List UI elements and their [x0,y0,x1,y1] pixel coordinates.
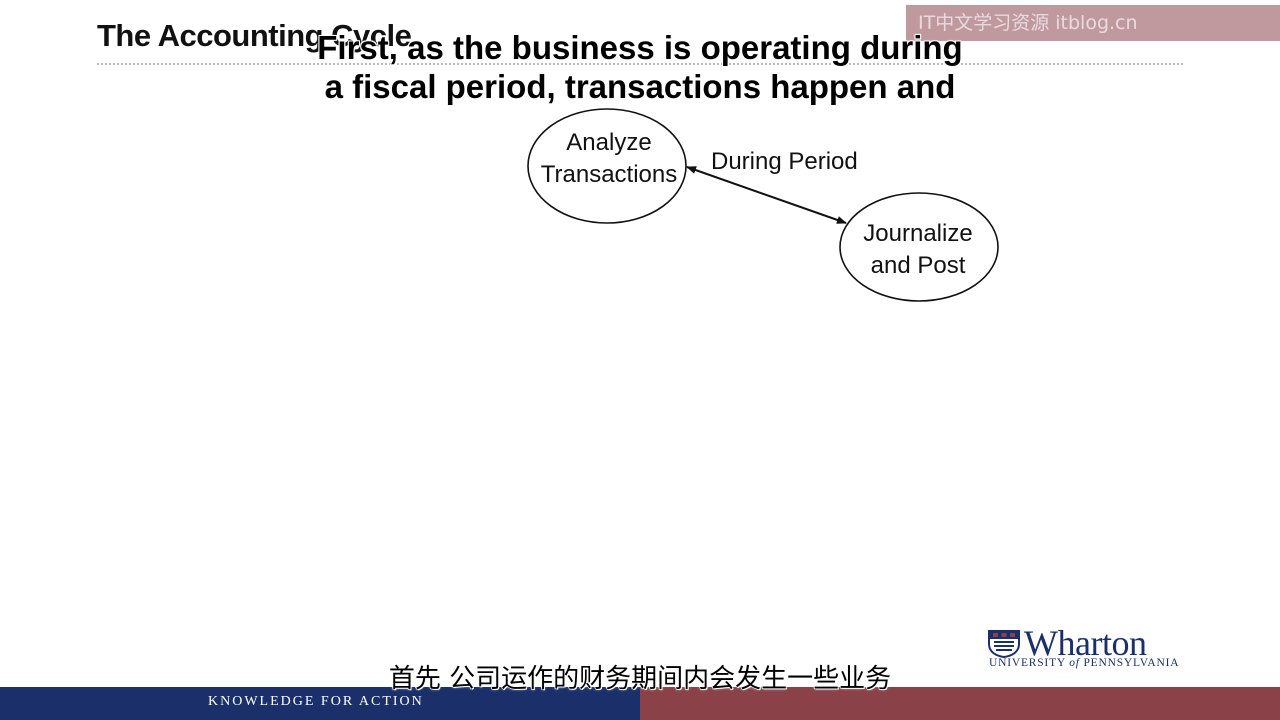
edge-label: During Period [711,148,858,175]
node-journalize-post: Journalize and Post [839,192,999,302]
subtitle-chinese: 首先 公司运作的财务期间内会发生一些业务 [388,663,892,694]
wharton-logo: Wharton UNIVERSITY of PENNSYLVANIA [988,623,1198,672]
university-of: of [1069,657,1080,669]
node-label-line: and Post [871,252,966,279]
penn-shield-icon [988,630,1020,658]
university-prefix: UNIVERSITY [989,657,1070,669]
university-suffix: PENNSYLVANIA [1079,657,1180,669]
node-label-line: Journalize [863,220,972,247]
bottom-band-navy [0,687,640,720]
university-line: UNIVERSITY of PENNSYLVANIA [989,657,1179,669]
node-analyze-transactions: Analyze Transactions [527,108,687,224]
node-label-line: Transactions [541,161,678,188]
watermark: IT中文学习资源 itblog.cn [906,5,1280,41]
tagline: KNOWLEDGE FOR ACTION [208,694,424,709]
subtitle-english-line-1: First, as the business is operating duri… [317,28,964,66]
slide-title: The Accounting Cycle [97,18,412,53]
bottom-band-maroon [640,687,1280,720]
wharton-wordmark: Wharton [1024,623,1147,663]
title-divider [97,63,1183,65]
subtitle-english-line-2: a fiscal period, transactions happen and [324,67,956,105]
edge-during-period [686,166,847,224]
node-label-line: Analyze [566,129,651,156]
